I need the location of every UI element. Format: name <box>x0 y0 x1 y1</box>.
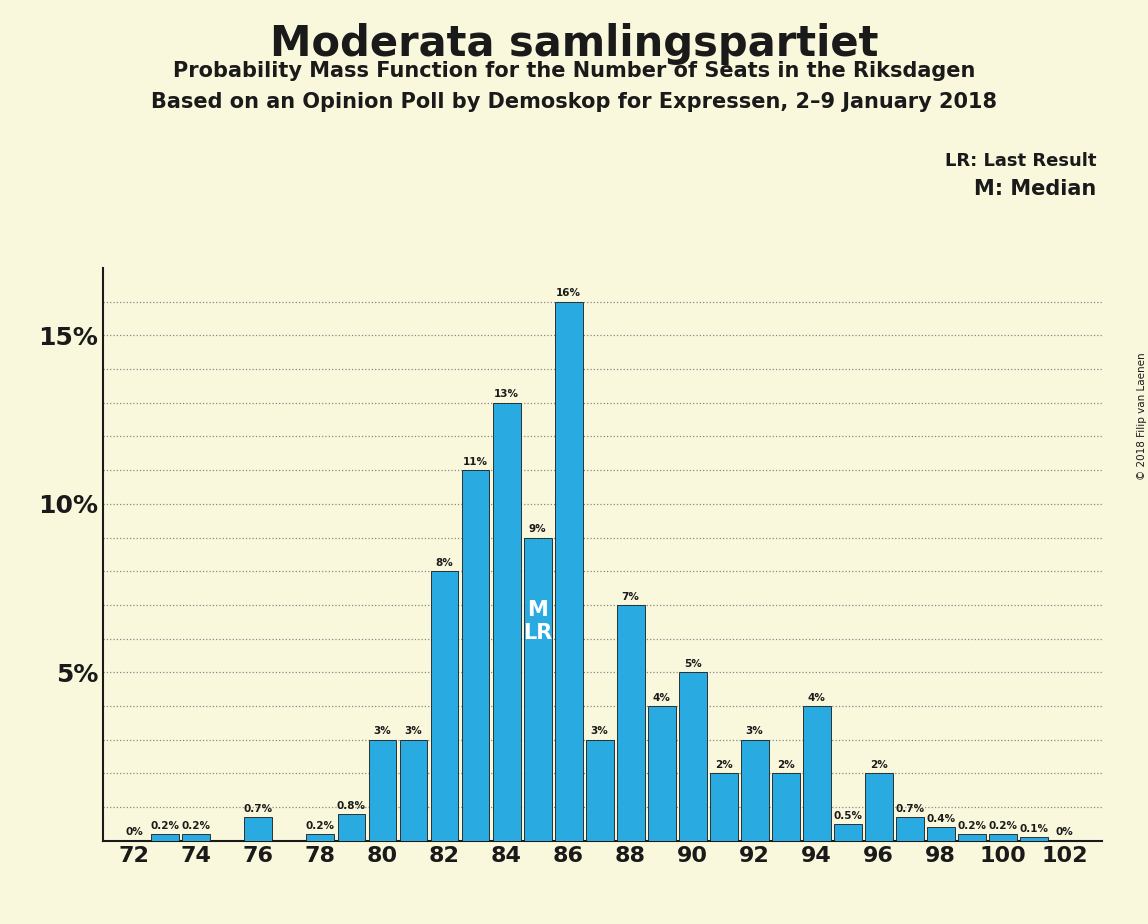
Text: 0.8%: 0.8% <box>338 800 366 810</box>
Bar <box>771 773 800 841</box>
Bar <box>585 740 613 841</box>
Bar <box>461 470 489 841</box>
Text: © 2018 Filip van Laenen: © 2018 Filip van Laenen <box>1138 352 1147 480</box>
Text: 2%: 2% <box>777 760 794 770</box>
Bar <box>183 834 210 841</box>
Bar <box>245 817 272 841</box>
Text: 0.5%: 0.5% <box>833 810 862 821</box>
Bar <box>802 706 831 841</box>
Text: 4%: 4% <box>653 693 670 702</box>
Text: LR: Last Result: LR: Last Result <box>945 152 1096 170</box>
Bar <box>957 834 986 841</box>
Text: 4%: 4% <box>808 693 825 702</box>
Bar <box>523 538 551 841</box>
Bar <box>678 673 707 841</box>
Text: 0.2%: 0.2% <box>181 821 211 831</box>
Text: 3%: 3% <box>591 726 608 736</box>
Text: 0.1%: 0.1% <box>1019 824 1048 834</box>
Bar <box>988 834 1017 841</box>
Text: 0.2%: 0.2% <box>957 821 986 831</box>
Text: Probability Mass Function for the Number of Seats in the Riksdagen: Probability Mass Function for the Number… <box>173 61 975 81</box>
Bar <box>152 834 179 841</box>
Text: 5%: 5% <box>684 659 701 669</box>
Text: 9%: 9% <box>529 524 546 534</box>
Text: 0.7%: 0.7% <box>895 804 924 814</box>
Text: 0.2%: 0.2% <box>150 821 180 831</box>
Text: Based on an Opinion Poll by Demoskop for Expressen, 2–9 January 2018: Based on an Opinion Poll by Demoskop for… <box>152 92 996 113</box>
Bar <box>864 773 893 841</box>
Text: 0.4%: 0.4% <box>926 814 955 824</box>
Bar <box>430 571 458 841</box>
Text: 7%: 7% <box>622 591 639 602</box>
Text: 3%: 3% <box>404 726 422 736</box>
Text: 13%: 13% <box>494 389 519 399</box>
Bar <box>740 740 769 841</box>
Text: M: Median: M: Median <box>975 179 1096 200</box>
Bar <box>709 773 738 841</box>
Text: 3%: 3% <box>373 726 391 736</box>
Text: 0.7%: 0.7% <box>243 804 273 814</box>
Text: 0.2%: 0.2% <box>305 821 335 831</box>
Bar <box>400 740 427 841</box>
Text: 11%: 11% <box>463 456 488 467</box>
Bar <box>369 740 396 841</box>
Text: 16%: 16% <box>556 288 581 298</box>
Bar <box>492 403 520 841</box>
Text: 0.2%: 0.2% <box>988 821 1017 831</box>
Text: 0%: 0% <box>125 828 144 837</box>
Bar <box>616 605 644 841</box>
Bar <box>926 827 955 841</box>
Bar <box>833 824 862 841</box>
Bar <box>647 706 675 841</box>
Bar <box>338 814 365 841</box>
Text: 3%: 3% <box>746 726 763 736</box>
Text: 8%: 8% <box>435 558 453 568</box>
Text: 2%: 2% <box>715 760 732 770</box>
Bar <box>895 817 924 841</box>
Bar <box>554 301 582 841</box>
Text: 2%: 2% <box>870 760 887 770</box>
Text: M
LR: M LR <box>523 601 552 643</box>
Text: 0%: 0% <box>1056 828 1073 837</box>
Bar <box>1019 837 1048 841</box>
Text: Moderata samlingspartiet: Moderata samlingspartiet <box>270 23 878 65</box>
Bar <box>307 834 334 841</box>
